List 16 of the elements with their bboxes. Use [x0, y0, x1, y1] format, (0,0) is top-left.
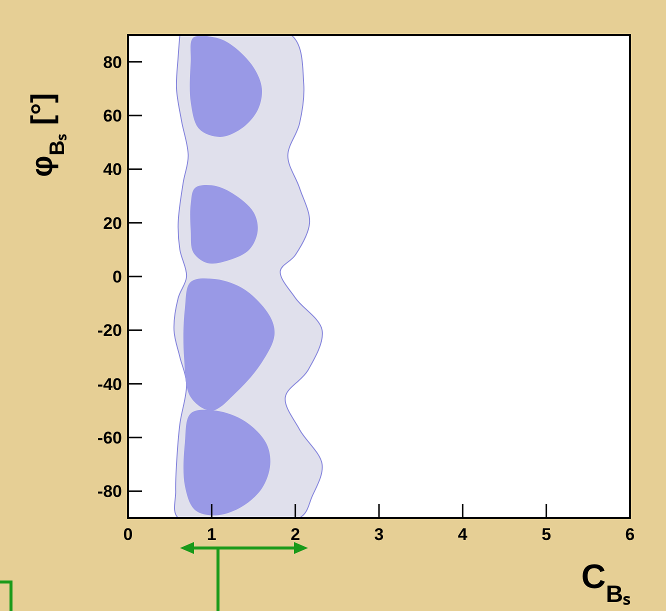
y-tick-label: -40 — [97, 374, 122, 394]
x-tick-label: 5 — [542, 525, 552, 544]
y-tick-label: -60 — [97, 428, 122, 448]
x-tick-label: 4 — [458, 525, 468, 544]
x-tick-label: 2 — [290, 525, 300, 544]
y-tick-label: -80 — [97, 482, 122, 502]
x-tick-label: 3 — [374, 525, 384, 544]
y-tick-label: 40 — [103, 160, 122, 180]
y-tick-label: 80 — [103, 52, 122, 72]
x-tick-label: 6 — [625, 525, 635, 544]
x-axis-title: C$_{Bₛ}$ — [581, 558, 631, 608]
y-tick-label: -20 — [97, 321, 122, 340]
y-tick-label: 60 — [103, 106, 122, 126]
y-tick-label: 20 — [103, 214, 122, 233]
x-tick-label: 1 — [206, 525, 216, 544]
y-tick-label: 0 — [112, 268, 122, 286]
